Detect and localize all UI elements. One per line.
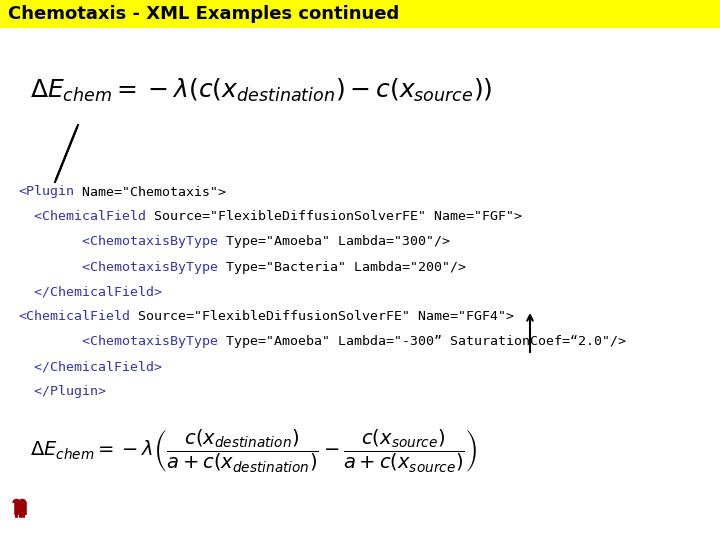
Polygon shape bbox=[635, 486, 701, 532]
Text: <ChemicalField: <ChemicalField bbox=[18, 211, 146, 224]
Text: </ChemicalField>: </ChemicalField> bbox=[18, 361, 162, 374]
Text: </Plugin>: </Plugin> bbox=[18, 386, 106, 399]
Text: <ChemotaxisByType: <ChemotaxisByType bbox=[18, 335, 218, 348]
Text: Chemotaxis - XML Examples continued: Chemotaxis - XML Examples continued bbox=[8, 5, 400, 23]
Text: Type="Amoeba" Lambda="300"/>: Type="Amoeba" Lambda="300"/> bbox=[218, 235, 450, 248]
Text: Type="Amoeba" Lambda="-300” SaturationCoef=“2.0"/>: Type="Amoeba" Lambda="-300” SaturationCo… bbox=[218, 335, 626, 348]
Text: Source="FlexibleDiffusionSolverFE" Name="FGF4">: Source="FlexibleDiffusionSolverFE" Name=… bbox=[130, 310, 514, 323]
Text: <ChemotaxisByType: <ChemotaxisByType bbox=[18, 260, 218, 273]
Text: $\Delta E_{chem} = -\lambda(c(x_{destination}) - c(x_{source}))$: $\Delta E_{chem} = -\lambda(c(x_{destina… bbox=[30, 76, 492, 104]
Text: Name="Chemotaxis">: Name="Chemotaxis"> bbox=[74, 186, 226, 199]
Text: Type="Bacteria" Lambda="200"/>: Type="Bacteria" Lambda="200"/> bbox=[218, 260, 466, 273]
Bar bbox=[0, 0, 720, 28]
Text: <ChemotaxisByType: <ChemotaxisByType bbox=[18, 235, 218, 248]
Text: $\Delta E_{chem} = -\lambda\left(\dfrac{c(x_{destination})}{a+c(x_{destination}): $\Delta E_{chem} = -\lambda\left(\dfrac{… bbox=[30, 427, 477, 474]
Text: <ChemicalField: <ChemicalField bbox=[18, 310, 130, 323]
Text: <Plugin: <Plugin bbox=[18, 186, 74, 199]
Text: Source="FlexibleDiffusionSolverFE" Name="FGF">: Source="FlexibleDiffusionSolverFE" Name=… bbox=[146, 211, 522, 224]
Text: </ChemicalField>: </ChemicalField> bbox=[18, 286, 162, 299]
